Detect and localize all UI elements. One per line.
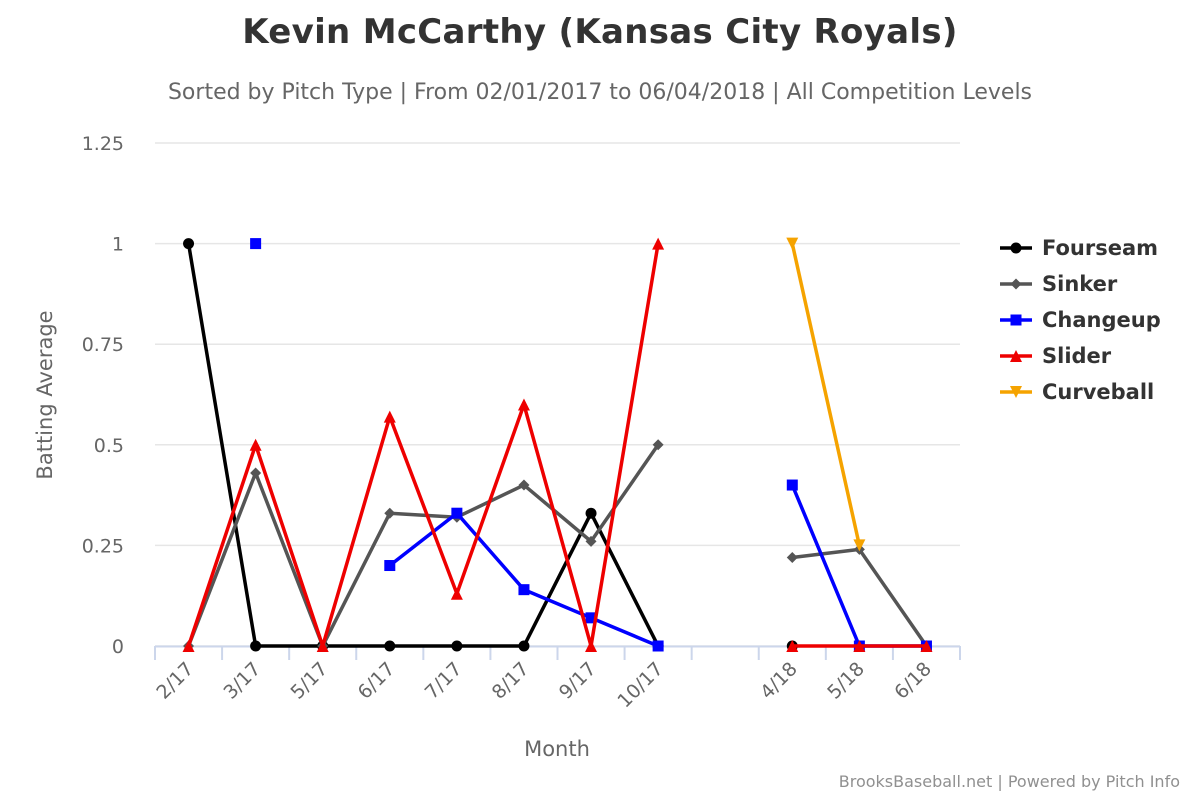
data-point-legend-curveball[interactable]	[1010, 386, 1022, 398]
series-line-changeup[interactable]	[388, 511, 659, 648]
series-line-changeup[interactable]	[790, 484, 927, 648]
x-tick-label: 5/17	[287, 658, 333, 704]
x-tick-label: 3/17	[219, 658, 265, 704]
data-point-slider[interactable]	[182, 640, 195, 652]
data-point-legend-sinker[interactable]	[1010, 278, 1022, 290]
series-group	[182, 237, 933, 652]
y-tick-label: 0.5	[94, 435, 124, 457]
y-tick-label: 0.25	[82, 535, 124, 557]
legend-label-slider: Slider	[1042, 344, 1112, 368]
data-point-slider[interactable]	[450, 587, 463, 600]
data-point-curveball[interactable]	[853, 539, 866, 552]
series-line-fourseam[interactable]	[186, 243, 660, 648]
data-point-slider[interactable]	[383, 410, 396, 423]
data-point-sinker[interactable]	[250, 467, 262, 479]
data-point-sinker[interactable]	[585, 535, 597, 547]
series-line-sinker[interactable]	[186, 443, 660, 648]
data-point-sinker[interactable]	[786, 551, 798, 563]
legend-item-fourseam[interactable]: Fourseam	[1000, 236, 1158, 260]
x-tick-label: 6/18	[890, 658, 936, 704]
data-point-slider[interactable]	[517, 398, 530, 411]
data-point-legend-changeup[interactable]	[1010, 314, 1022, 326]
legend-item-slider[interactable]: Slider	[1000, 344, 1112, 368]
data-point-fourseam[interactable]	[451, 640, 463, 652]
grid-lines	[155, 142, 960, 647]
x-tick-label: 4/18	[756, 658, 802, 704]
y-tick-label: 1	[112, 234, 124, 256]
legend[interactable]: Fourseam Sinker Changeup Slider Curveball	[1000, 236, 1161, 404]
data-point-fourseam[interactable]	[518, 640, 530, 652]
series-slider	[182, 237, 933, 652]
x-tick-label: 5/18	[823, 658, 869, 704]
series-curveball	[786, 237, 866, 552]
legend-label-fourseam: Fourseam	[1042, 236, 1158, 260]
legend-item-changeup[interactable]: Changeup	[1000, 308, 1161, 332]
data-point-changeup[interactable]	[250, 238, 262, 250]
y-tick-label: 1.25	[82, 133, 124, 155]
credits-link[interactable]: BrooksBaseball.net | Powered by Pitch In…	[838, 772, 1180, 791]
data-point-sinker[interactable]	[384, 507, 396, 519]
y-tick-label: 0	[112, 636, 124, 658]
x-tick-label: 6/17	[354, 658, 400, 704]
data-point-sinker[interactable]	[652, 439, 664, 451]
data-point-slider[interactable]	[853, 640, 866, 652]
data-point-slider[interactable]	[920, 640, 933, 652]
series-line-slider[interactable]	[186, 243, 660, 648]
data-point-slider[interactable]	[585, 640, 598, 652]
data-point-changeup[interactable]	[585, 612, 597, 624]
x-tick-label: 8/17	[488, 658, 534, 704]
series-line-curveball[interactable]	[790, 243, 862, 546]
data-point-fourseam[interactable]	[250, 640, 262, 652]
x-axis: 2/17 3/17 5/17 6/17 7/17 8/17 9/17 10/17 4/18 5/1…	[152, 645, 961, 712]
data-point-changeup[interactable]	[518, 584, 530, 596]
data-point-changeup[interactable]	[384, 560, 396, 572]
data-point-changeup[interactable]	[652, 640, 664, 652]
x-tick-label: 10/17	[613, 658, 667, 712]
data-point-curveball[interactable]	[786, 237, 799, 250]
data-point-fourseam[interactable]	[585, 507, 597, 519]
data-point-changeup[interactable]	[786, 479, 798, 491]
legend-label-curveball: Curveball	[1042, 380, 1154, 404]
legend-label-changeup: Changeup	[1042, 308, 1161, 332]
data-point-sinker[interactable]	[518, 479, 530, 491]
x-tick-label: 2/17	[152, 658, 198, 704]
data-point-slider[interactable]	[249, 438, 262, 451]
data-point-legend-fourseam[interactable]	[1010, 242, 1022, 254]
chart-subtitle: Sorted by Pitch Type | From 02/01/2017 t…	[167, 80, 1033, 105]
data-point-legend-slider[interactable]	[1010, 350, 1022, 362]
x-axis-title: Month	[524, 737, 590, 761]
data-point-changeup[interactable]	[451, 507, 463, 519]
data-point-fourseam[interactable]	[183, 238, 195, 250]
legend-item-curveball[interactable]: Curveball	[1000, 380, 1154, 404]
chart-title: Kevin McCarthy (Kansas City Royals)	[242, 12, 958, 52]
data-point-slider[interactable]	[786, 640, 799, 652]
x-tick-label: 7/17	[421, 658, 467, 704]
data-point-fourseam[interactable]	[384, 640, 396, 652]
data-point-slider[interactable]	[652, 237, 665, 250]
y-axis: 0 0.25 0.5 0.75 1 1.25	[82, 133, 124, 658]
y-tick-label: 0.75	[82, 334, 124, 356]
legend-item-sinker[interactable]: Sinker	[1000, 272, 1118, 296]
x-tick-label: 9/17	[555, 658, 601, 704]
legend-label-sinker: Sinker	[1042, 272, 1118, 296]
data-point-slider[interactable]	[316, 640, 329, 652]
series-line-sinker[interactable]	[792, 547, 928, 647]
y-axis-title: Batting Average	[33, 310, 57, 479]
